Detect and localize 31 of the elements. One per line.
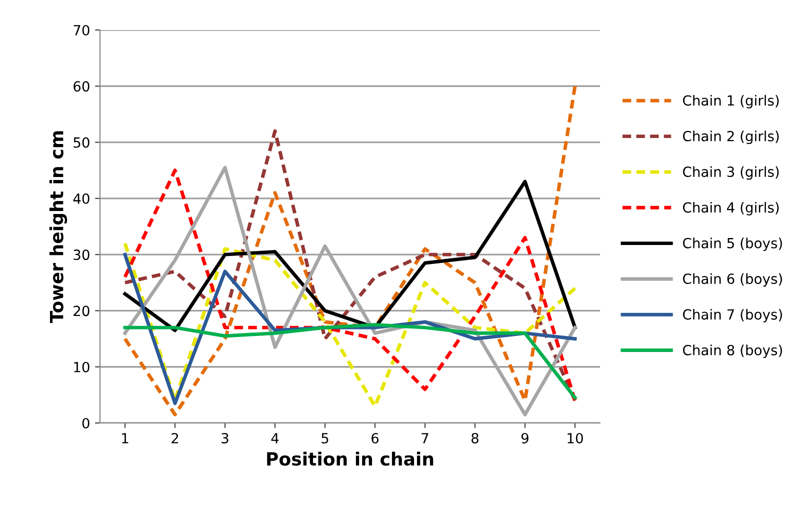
legend-label: Chain 7 (boys) xyxy=(683,308,782,322)
y-tick-label: 30 xyxy=(74,250,90,260)
x-tick-label: 2 xyxy=(172,432,178,444)
y-tick-label: 0 xyxy=(82,418,90,428)
x-tick-label: 8 xyxy=(472,432,478,444)
y-tick-label: 60 xyxy=(74,81,90,92)
y-tick-label: 40 xyxy=(73,193,90,204)
y-tick-label: 20 xyxy=(74,306,90,316)
x-tick-label: 5 xyxy=(322,433,328,444)
legend-label: Chain 8 (boys) xyxy=(683,344,782,358)
x-tick-label: 6 xyxy=(372,432,379,444)
legend-label: Chain 3 (girls) xyxy=(683,166,779,180)
legend-label: Chain 4 (girls) xyxy=(683,202,779,216)
x-tick-label: 3 xyxy=(222,432,228,444)
line-series xyxy=(123,323,577,400)
y-tick-label: 70 xyxy=(74,24,90,36)
y-tick-label: 10 xyxy=(74,362,90,372)
x-tick-label: 1 xyxy=(122,433,128,444)
legend-label: Chain 5 (boys) xyxy=(683,238,782,252)
legend-label: Chain 2 (girls) xyxy=(683,130,779,144)
line-series xyxy=(123,180,577,332)
y-axis-title: Tower height in cm xyxy=(49,131,68,324)
line-series xyxy=(123,84,577,416)
x-tick-label: 9 xyxy=(521,432,528,444)
x-tick-label: 4 xyxy=(271,433,279,444)
legend-label: Chain 1 (girls) xyxy=(683,94,779,108)
legend-label: Chain 6 (boys) xyxy=(683,273,782,287)
x-axis-title: Position in chain xyxy=(267,452,434,466)
x-tick-label: 7 xyxy=(422,433,428,444)
x-tick-label: 10 xyxy=(568,432,583,444)
y-tick-label: 50 xyxy=(74,137,90,148)
